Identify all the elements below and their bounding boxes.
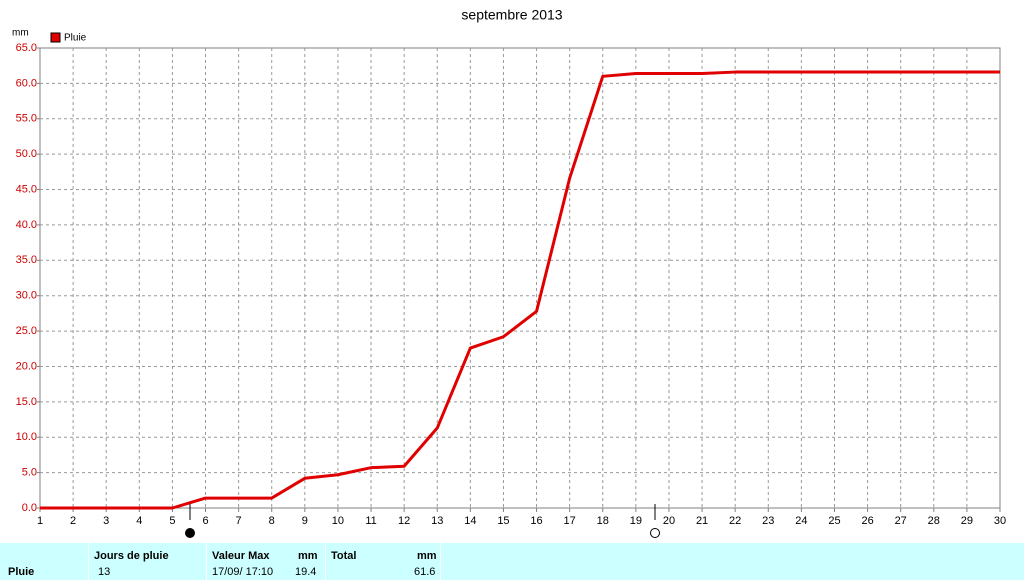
x-tick-label: 5 — [169, 515, 175, 527]
line — [40, 70, 1000, 510]
x-tick-label: 13 — [431, 515, 443, 527]
legend-swatch — [50, 32, 61, 43]
y-tick-label: 40.0 — [16, 219, 37, 231]
plot-frame — [39, 47, 1001, 509]
x-tick-label: 22 — [729, 515, 741, 527]
y-tick-label: 10.0 — [16, 431, 37, 443]
x-tick-label: 24 — [795, 515, 807, 527]
x-tick-label: 6 — [202, 515, 208, 527]
moon-new — [650, 528, 660, 538]
summary-table: Pluie Jours de pluie 13 Valeur Max mm 17… — [0, 543, 1024, 580]
x-tick-label: 29 — [961, 515, 973, 527]
x-tick-label: 2 — [70, 515, 76, 527]
cell: 13 — [98, 566, 111, 578]
y-tick-label: 45.0 — [16, 183, 37, 195]
y-tick-label: 5.0 — [22, 467, 37, 479]
x-tick-label: 18 — [597, 515, 609, 527]
x-tick-label: 15 — [497, 515, 509, 527]
row-label: Pluie — [8, 566, 35, 578]
x-tick-label: 12 — [398, 515, 410, 527]
x-tick-label: 1 — [37, 515, 43, 527]
x-tick-label: 7 — [236, 515, 242, 527]
separator — [325, 543, 326, 580]
x-tick-label: 16 — [530, 515, 542, 527]
x-tick-label: 8 — [269, 515, 275, 527]
header: Total — [331, 550, 357, 562]
x-tick-label: 9 — [302, 515, 308, 527]
x-tick-label: 25 — [828, 515, 840, 527]
x-tick-label: 27 — [895, 515, 907, 527]
x-tick-label: 26 — [861, 515, 873, 527]
moon-full — [185, 528, 195, 538]
x-tick-label: 28 — [928, 515, 940, 527]
chart: septembre 2013 mm 0.0 5.0 10.0 15.0 20.0 25.0… — [12, 7, 1006, 538]
separator — [88, 543, 89, 580]
x-tick-label: 23 — [762, 515, 774, 527]
y-tick-label: 55.0 — [16, 113, 37, 125]
y-tick-label: 65.0 — [16, 42, 37, 54]
x-tick-label: 19 — [630, 515, 642, 527]
y-tick-label: 0.0 — [22, 502, 37, 514]
chart-title: septembre 2013 — [461, 7, 562, 23]
y-tick-label: 25.0 — [16, 325, 37, 337]
y-tick-label: 15.0 — [16, 396, 37, 408]
y-tick-label: 60.0 — [16, 77, 37, 89]
x-tick-label: 10 — [332, 515, 344, 527]
y-tick-label: 30.0 — [16, 290, 37, 302]
x-tick-label: 20 — [663, 515, 675, 527]
x-tick-label: 3 — [103, 515, 109, 527]
x-tick-label: 17 — [564, 515, 576, 527]
cell: 19.4 — [295, 566, 317, 578]
x-tick-label: 11 — [365, 515, 376, 527]
header: Jours de pluie — [94, 550, 169, 562]
x-tick-label: 14 — [464, 515, 476, 527]
header-unit: mm — [417, 550, 437, 562]
cell: 61.6 — [414, 566, 436, 578]
y-tick-label: 50.0 — [16, 148, 37, 160]
x-tick-label: 4 — [136, 515, 142, 527]
y-tick-label: 35.0 — [16, 254, 37, 266]
x-tick-label: 30 — [994, 515, 1006, 527]
separator — [206, 543, 207, 580]
header: Valeur Max — [212, 550, 270, 562]
y-axis-unit: mm — [12, 28, 29, 39]
x-tick-label: 21 — [696, 515, 708, 527]
y-tick-label: 20.0 — [16, 360, 37, 372]
separator — [440, 543, 441, 580]
legend-label: Pluie — [64, 33, 87, 44]
cell: 17/09/ 17:10 — [212, 566, 274, 578]
header-unit: mm — [298, 550, 318, 562]
